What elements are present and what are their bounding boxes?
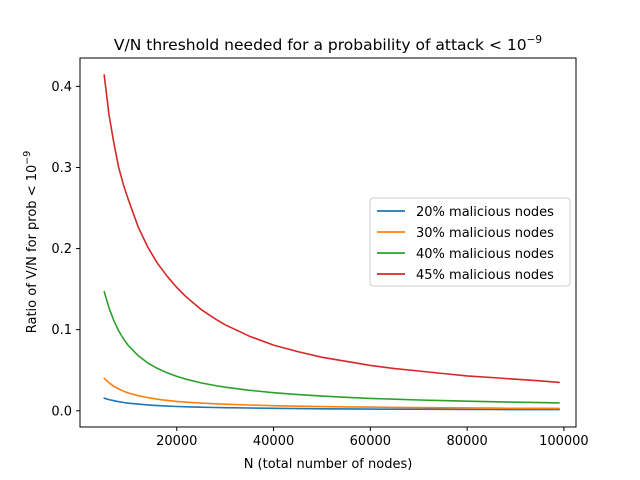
x-tick-label: 60000: [350, 434, 391, 449]
chart-title-superscript: −9: [527, 34, 542, 46]
legend-box: [369, 197, 571, 287]
y-tick-label: 0.3: [51, 161, 72, 176]
x-axis-label: N (total number of nodes): [244, 457, 413, 472]
legend-label-2: 30% malicious nodes: [416, 226, 554, 241]
y-tick-label: 0.4: [51, 80, 72, 95]
series-line-4: [103, 74, 560, 384]
y-axis-label: Ratio of V/N for prob < 10−9: [22, 151, 40, 334]
y-axis-label-superscript: −9: [22, 151, 33, 165]
axes-frame: [79, 57, 577, 428]
chart-title: V/N threshold needed for a probability o…: [114, 34, 542, 54]
series-line-3: [103, 290, 560, 404]
legend-label-1: 20% malicious nodes: [416, 205, 554, 220]
legend-label-4: 45% malicious nodes: [416, 268, 554, 283]
legend: 20% malicious nodes 30% malicious nodes 40…: [369, 197, 571, 287]
x-tick-label: 100000: [539, 434, 589, 449]
x-tick-label: 40000: [253, 434, 294, 449]
y-tick-label: 0.0: [51, 404, 72, 419]
chart-title-text: V/N threshold needed for a probability o…: [114, 36, 527, 54]
y-tick-label: 0.1: [51, 323, 72, 338]
series-line-1: [103, 397, 560, 411]
axis-ticks: 20000 40000 60000 80000 100000 0.0 0.1 0.2 0.3 0.…: [51, 80, 588, 449]
x-tick-label: 20000: [156, 434, 197, 449]
series-line-2: [103, 377, 560, 410]
plot-area: [103, 74, 560, 411]
x-tick-label: 80000: [446, 434, 487, 449]
y-axis-label-text: Ratio of V/N for prob < 10: [25, 165, 40, 334]
legend-label-3: 40% malicious nodes: [416, 247, 554, 262]
y-tick-label: 0.2: [51, 242, 72, 257]
